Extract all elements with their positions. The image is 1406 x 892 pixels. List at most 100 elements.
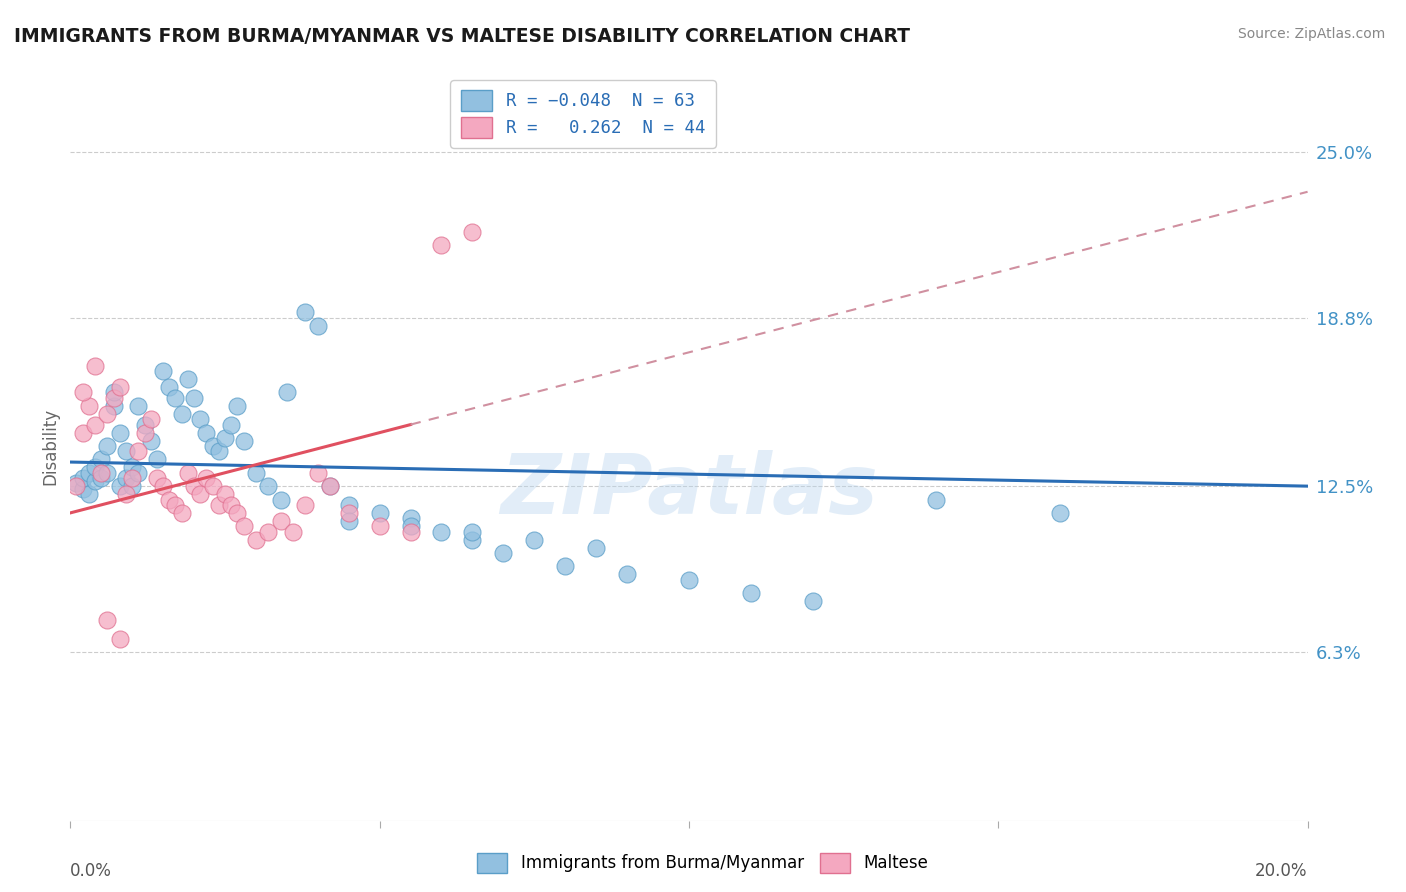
Point [96, 407, 118, 421]
Point [430, 238, 453, 252]
Point [77, 399, 100, 413]
Point [188, 487, 211, 501]
Point [108, 425, 131, 440]
Point [121, 471, 143, 485]
Point [1049, 506, 1071, 520]
Point [270, 514, 292, 528]
Point [195, 471, 218, 485]
Point [146, 452, 169, 467]
Point [208, 498, 231, 512]
Point [177, 372, 200, 386]
Point [399, 511, 422, 525]
Text: 0.0%: 0.0% [70, 863, 112, 880]
Point [678, 573, 700, 587]
Point [96, 466, 118, 480]
Point [152, 364, 174, 378]
Point [72, 385, 94, 400]
Point [214, 431, 236, 445]
Point [65, 479, 87, 493]
Point [103, 399, 125, 413]
Point [96, 613, 118, 627]
Point [127, 444, 149, 458]
Point [276, 385, 298, 400]
Point [134, 417, 156, 432]
Point [257, 479, 280, 493]
Point [523, 533, 546, 547]
Point [127, 466, 149, 480]
Point [294, 305, 316, 319]
Text: 20.0%: 20.0% [1256, 863, 1308, 880]
Point [195, 425, 218, 440]
Point [461, 533, 484, 547]
Point [281, 524, 304, 539]
Point [115, 444, 138, 458]
Point [72, 482, 94, 496]
Point [294, 498, 316, 512]
Point [925, 492, 948, 507]
Point [219, 417, 242, 432]
Point [90, 466, 112, 480]
Text: ZIPatlas: ZIPatlas [501, 450, 877, 532]
Point [188, 412, 211, 426]
Point [232, 519, 254, 533]
Point [307, 318, 329, 333]
Point [108, 632, 131, 646]
Point [170, 506, 193, 520]
Point [84, 417, 107, 432]
Point [232, 434, 254, 448]
Point [208, 444, 231, 458]
Point [461, 524, 484, 539]
Point [134, 425, 156, 440]
Point [337, 506, 360, 520]
Point [165, 391, 187, 405]
Point [319, 479, 342, 493]
Point [139, 434, 162, 448]
Point [72, 471, 94, 485]
Point [226, 506, 249, 520]
Legend: R = −0.048  N = 63, R =   0.262  N = 44: R = −0.048 N = 63, R = 0.262 N = 44 [450, 80, 716, 148]
Point [103, 385, 125, 400]
Point [90, 471, 112, 485]
Point [368, 519, 391, 533]
Point [801, 594, 824, 608]
Legend: Immigrants from Burma/Myanmar, Maltese: Immigrants from Burma/Myanmar, Maltese [471, 847, 935, 880]
Point [72, 425, 94, 440]
Point [84, 460, 107, 475]
Point [616, 567, 638, 582]
Point [165, 498, 187, 512]
Point [226, 399, 249, 413]
Text: Source: ZipAtlas.com: Source: ZipAtlas.com [1237, 27, 1385, 41]
Point [157, 492, 180, 507]
Point [115, 487, 138, 501]
Point [585, 541, 607, 555]
Point [77, 466, 100, 480]
Point [115, 471, 138, 485]
Point [307, 466, 329, 480]
Y-axis label: Disability: Disability [41, 408, 59, 484]
Point [121, 479, 143, 493]
Point [77, 487, 100, 501]
Point [157, 380, 180, 394]
Point [214, 487, 236, 501]
Point [183, 391, 205, 405]
Point [146, 471, 169, 485]
Point [492, 546, 515, 560]
Point [430, 524, 453, 539]
Text: IMMIGRANTS FROM BURMA/MYANMAR VS MALTESE DISABILITY CORRELATION CHART: IMMIGRANTS FROM BURMA/MYANMAR VS MALTESE… [14, 27, 910, 45]
Point [152, 479, 174, 493]
Point [337, 498, 360, 512]
Point [183, 479, 205, 493]
Point [245, 466, 267, 480]
Point [84, 474, 107, 488]
Point [103, 391, 125, 405]
Point [219, 498, 242, 512]
Point [127, 399, 149, 413]
Point [257, 524, 280, 539]
Point [65, 476, 87, 491]
Point [337, 514, 360, 528]
Point [245, 533, 267, 547]
Point [177, 466, 200, 480]
Point [201, 479, 224, 493]
Point [90, 452, 112, 467]
Point [270, 492, 292, 507]
